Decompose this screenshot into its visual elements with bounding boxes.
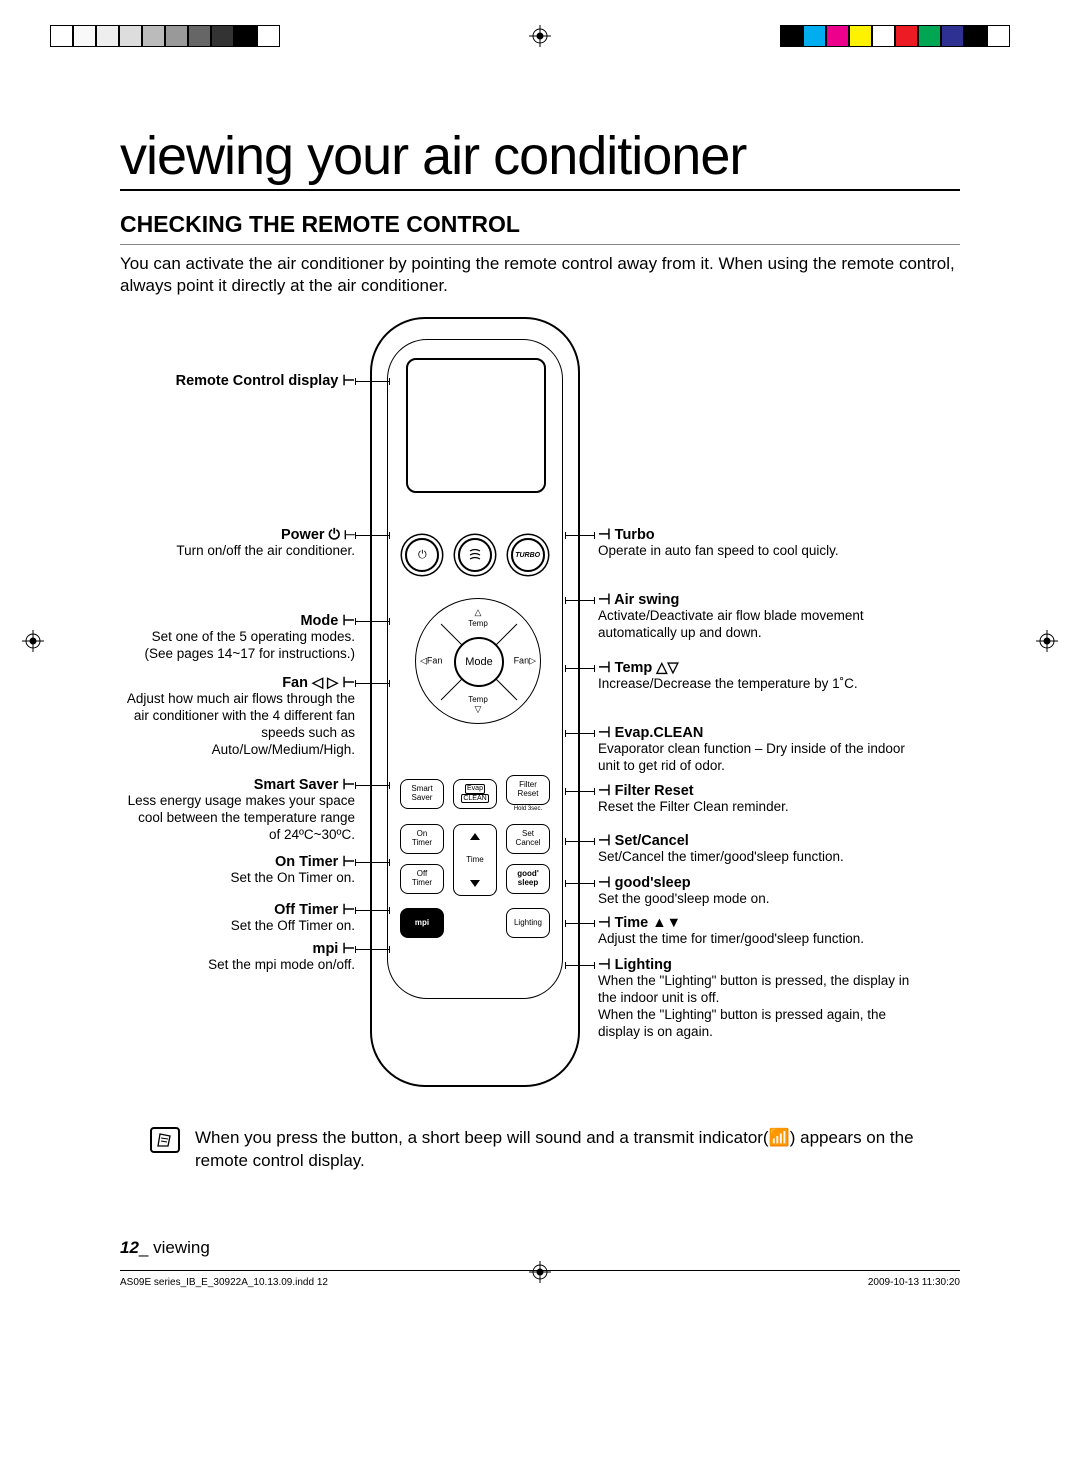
off-timer-button[interactable]: OffTimer: [400, 864, 444, 894]
callout-evap-clean: ⊣ Evap.CLEANEvaporator clean function – …: [598, 725, 918, 775]
turbo-button[interactable]: TURBO: [511, 538, 545, 572]
temp-up-button[interactable]: △Temp: [468, 607, 488, 628]
callout-fan-: Fan ◁ ▷ ⊢Adjust how much air flows throu…: [125, 675, 355, 759]
mode-button[interactable]: Mode: [454, 637, 504, 687]
callout-air-swing: ⊣ Air swingActivate/Deactivate air flow …: [598, 592, 918, 642]
callout-smart-saver: Smart Saver ⊢Less energy usage makes you…: [125, 777, 355, 844]
callout-temp-: ⊣ Temp △▽Increase/Decrease the temperatu…: [598, 660, 918, 693]
time-up-icon: [470, 833, 480, 840]
dpad: △Temp Temp▽ ◁Fan Fan▷ Mode: [415, 598, 541, 724]
intro-text: You can activate the air conditioner by …: [120, 253, 960, 297]
filter-reset-button[interactable]: FilterReset: [506, 775, 550, 805]
callout-turbo: ⊣ TurboOperate in auto fan speed to cool…: [598, 527, 918, 560]
fan-right-button[interactable]: Fan▷: [514, 656, 536, 667]
remote-body: ⏻ TURBO △Temp Temp▽ ◁Fan Fan▷ Mode: [370, 317, 580, 1087]
good-sleep-button[interactable]: good'sleep: [506, 864, 550, 894]
callout-off-timer: Off Timer ⊢Set the Off Timer on.: [125, 902, 355, 935]
callout-filter-reset: ⊣ Filter ResetReset the Filter Clean rem…: [598, 783, 918, 816]
mpi-button[interactable]: mpi: [400, 908, 444, 938]
callout-mode: Mode ⊢Set one of the 5 operating modes.(…: [125, 613, 355, 663]
air-swing-button[interactable]: [458, 538, 492, 572]
callout-on-timer: On Timer ⊢Set the On Timer on.: [125, 854, 355, 887]
note-text: When you press the button, a short beep …: [195, 1127, 960, 1173]
callout-time-: ⊣ Time ▲▼Adjust the time for timer/good'…: [598, 915, 918, 948]
hold-label: Hold 3sec.: [514, 806, 542, 812]
callout-remote-control-display: Remote Control display ⊢: [125, 373, 355, 389]
callout-good-sleep: ⊣ good'sleepSet the good'sleep mode on.: [598, 875, 918, 908]
remote-display: [406, 358, 546, 493]
page-footer: 12_ viewing: [120, 1238, 210, 1258]
remote-inner: ⏻ TURBO △Temp Temp▽ ◁Fan Fan▷ Mode: [387, 339, 563, 999]
temp-down-button[interactable]: Temp▽: [468, 694, 488, 715]
evap-clean-button[interactable]: EvapCLEAN: [453, 779, 497, 809]
callout-set-cancel: ⊣ Set/CancelSet/Cancel the timer/good'sl…: [598, 833, 918, 866]
registration-mark-icon: [1036, 630, 1058, 652]
set-cancel-button[interactable]: SetCancel: [506, 824, 550, 854]
time-button[interactable]: Time: [453, 824, 497, 896]
page-title: viewing your air conditioner: [120, 125, 960, 191]
lighting-button[interactable]: Lighting: [506, 908, 550, 938]
fan-left-button[interactable]: ◁Fan: [420, 656, 442, 667]
on-timer-button[interactable]: OnTimer: [400, 824, 444, 854]
time-down-icon: [470, 880, 480, 887]
registration-mark-icon: [529, 1261, 551, 1283]
callout-mpi: mpi ⊢Set the mpi mode on/off.: [125, 941, 355, 974]
callout-power-: Power ⏻ ⊢Turn on/off the air conditioner…: [125, 527, 355, 560]
section-subtitle: CHECKING THE REMOTE CONTROL: [120, 211, 960, 245]
note-box: When you press the button, a short beep …: [150, 1127, 960, 1173]
smart-saver-button[interactable]: SmartSaver: [400, 779, 444, 809]
power-button[interactable]: ⏻: [405, 538, 439, 572]
print-file: AS09E series_IB_E_30922A_10.13.09.indd 1…: [120, 1277, 328, 1288]
print-date: 2009-10-13 11:30:20: [868, 1277, 960, 1288]
registration-mark-icon: [22, 630, 44, 652]
note-icon: [150, 1127, 180, 1153]
callout-lighting: ⊣ LightingWhen the "Lighting" button is …: [598, 957, 918, 1041]
remote-diagram: ⏻ TURBO △Temp Temp▽ ◁Fan Fan▷ Mode: [120, 317, 960, 1097]
